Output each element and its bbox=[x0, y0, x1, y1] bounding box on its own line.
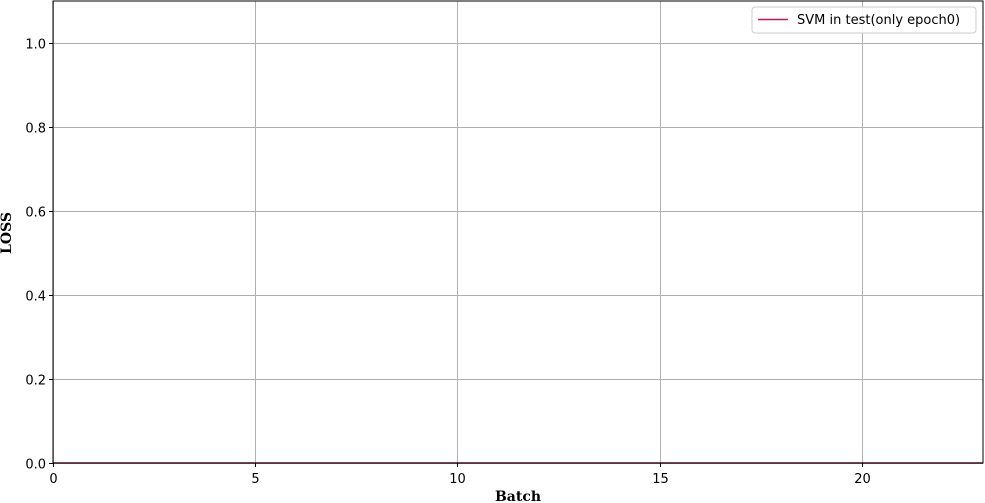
legend-box bbox=[751, 6, 977, 34]
legend: SVM in test(only epoch0) bbox=[751, 6, 977, 34]
x-axis-title: Batch bbox=[495, 489, 541, 503]
y-tick-label: 0.6 bbox=[25, 206, 46, 221]
y-tick-label: 1.0 bbox=[25, 38, 46, 53]
x-tick-label: 10 bbox=[449, 472, 466, 487]
y-axis-title: LOSS bbox=[0, 212, 15, 254]
x-tick-label: 0 bbox=[49, 472, 57, 487]
x-tick-label: 5 bbox=[251, 472, 259, 487]
grid bbox=[53, 1, 983, 464]
y-tick-label: 0.2 bbox=[25, 374, 46, 389]
legend-label: SVM in test(only epoch0) bbox=[797, 13, 960, 28]
y-tick-label: 0.4 bbox=[25, 290, 46, 305]
x-tick-label: 15 bbox=[652, 472, 669, 487]
plot-frame bbox=[52, 0, 984, 464]
y-tick-label: 0.8 bbox=[25, 122, 46, 137]
y-tick-label: 0.0 bbox=[25, 458, 46, 473]
x-tick-label: 20 bbox=[854, 472, 871, 487]
ticks: 0 5 10 15 20 0.0 0.2 0.4 0.6 0.8 1.0 bbox=[25, 38, 870, 488]
